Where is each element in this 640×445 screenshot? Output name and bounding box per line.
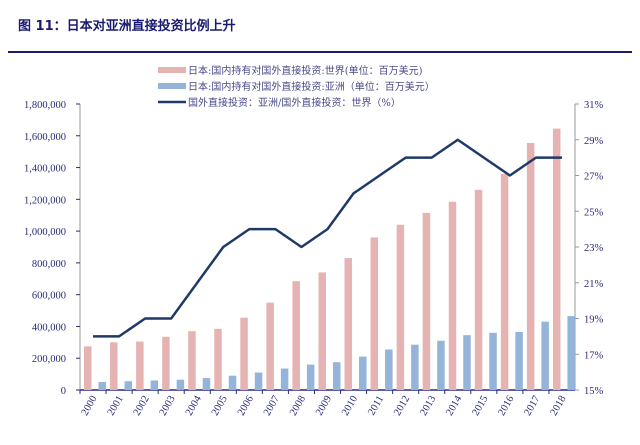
bars: [84, 128, 575, 390]
bar-asia: [280, 368, 289, 390]
x-axis-labels: 2000 2001 2002 2003 2004 2005 2006 2007 2008 2009…: [80, 393, 569, 417]
bar-asia: [306, 364, 315, 390]
bar-world: [552, 128, 561, 390]
right-tick-label: 19%: [584, 315, 604, 326]
right-tick-label: 31%: [584, 100, 604, 111]
bar-asia: [541, 321, 549, 390]
bar-asia: [463, 335, 471, 390]
x-tick-label: 2007: [262, 394, 282, 418]
bar-world: [318, 272, 326, 390]
legend-label: 国外直接投资：亚洲/国外直接投资：世界（%）: [188, 96, 401, 109]
x-tick-label: 2011: [366, 394, 386, 417]
left-tick-label: 0: [61, 386, 66, 397]
right-tick-label: 27%: [584, 172, 604, 183]
bar-asia: [124, 381, 133, 390]
x-tick-label: 2003: [158, 394, 178, 418]
bar-world: [396, 224, 405, 390]
bar-world: [344, 258, 353, 390]
x-tick-label: 2004: [184, 393, 204, 417]
x-tick-label: 2012: [392, 394, 412, 418]
right-tick-label: 17%: [584, 350, 604, 361]
left-tick-label: 1,200,000: [24, 195, 66, 206]
legend-label: 日本:国内持有对国外直接投资:亚洲（单位：百万美元）: [188, 80, 435, 93]
bar-world: [500, 173, 509, 390]
chart-title: 图 11：日本对亚洲直接投资比例上升: [18, 18, 236, 34]
bar-asia: [150, 380, 159, 390]
bar-asia: [359, 356, 367, 390]
x-tick-label: 2005: [210, 394, 230, 418]
bar-asia: [254, 372, 263, 390]
bar-world: [266, 302, 274, 390]
bar-world: [448, 201, 457, 390]
right-tick-label: 23%: [584, 243, 604, 254]
x-tick-label: 2015: [470, 394, 490, 418]
left-tick-label: 1,000,000: [24, 227, 66, 238]
x-tick-label: 2008: [288, 394, 308, 418]
x-tick-label: 2010: [340, 394, 360, 418]
x-tick-label: 2018: [549, 394, 569, 418]
bar-world: [370, 237, 379, 390]
bar-asia: [176, 379, 185, 390]
bar-world: [214, 328, 222, 390]
right-tick-label: 25%: [584, 207, 604, 218]
x-tick-label: 2017: [522, 394, 542, 418]
left-tick-label: 800,000: [32, 259, 66, 270]
x-tick-label: 2002: [132, 394, 152, 418]
line-asia-share: [93, 138, 562, 338]
bar-world: [240, 317, 248, 390]
x-tick-label: 2013: [418, 394, 438, 418]
x-tick-label: 2006: [236, 394, 256, 418]
bar-world: [422, 212, 431, 390]
left-tick-label: 200,000: [32, 354, 66, 365]
bar-asia: [98, 382, 106, 390]
bar-asia: [411, 344, 419, 390]
left-tick-label: 400,000: [32, 322, 66, 333]
bar-asia: [385, 349, 393, 390]
bar-world: [188, 331, 196, 390]
bar-world: [526, 142, 535, 390]
bar-asia: [332, 362, 341, 390]
x-tick-label: 2014: [444, 393, 464, 417]
axes: 0 200,000 400,000 600,000 800,000 1,000,000 1,…: [24, 100, 604, 397]
bar-world: [292, 281, 300, 390]
bar-asia: [515, 332, 523, 390]
legend-label: 日本:国内持有对国外直接投资:世界(单位：百万美元): [188, 64, 423, 77]
legend-swatch: [158, 83, 186, 89]
line-series: [92, 138, 563, 338]
x-tick-label: 2016: [496, 394, 516, 418]
x-tick-label: 2001: [106, 394, 126, 418]
bar-asia: [489, 332, 497, 390]
left-tick-label: 600,000: [32, 291, 66, 302]
bar-asia: [567, 316, 575, 390]
right-tick-label: 29%: [584, 136, 604, 147]
bar-world: [110, 342, 118, 390]
bar-world: [162, 336, 170, 390]
bar-asia: [228, 375, 237, 390]
bar-world: [474, 189, 483, 390]
right-tick-label: 21%: [584, 279, 604, 290]
right-tick-label: 15%: [584, 386, 604, 397]
bar-world: [84, 346, 92, 390]
bar-asia: [202, 378, 211, 390]
left-tick-label: 1,400,000: [24, 164, 66, 175]
left-tick-label: 1,600,000: [24, 132, 66, 143]
bar-world: [136, 341, 144, 390]
legend-swatch: [158, 67, 186, 73]
x-tick-label: 2009: [314, 394, 334, 418]
bar-asia: [437, 340, 445, 390]
x-tick-label: 2000: [80, 394, 100, 418]
left-tick-label: 1,800,000: [24, 100, 66, 111]
legend: 日本:国内持有对国外直接投资:世界(单位：百万美元) 日本:国内持有对国外直接投资…: [158, 64, 435, 109]
